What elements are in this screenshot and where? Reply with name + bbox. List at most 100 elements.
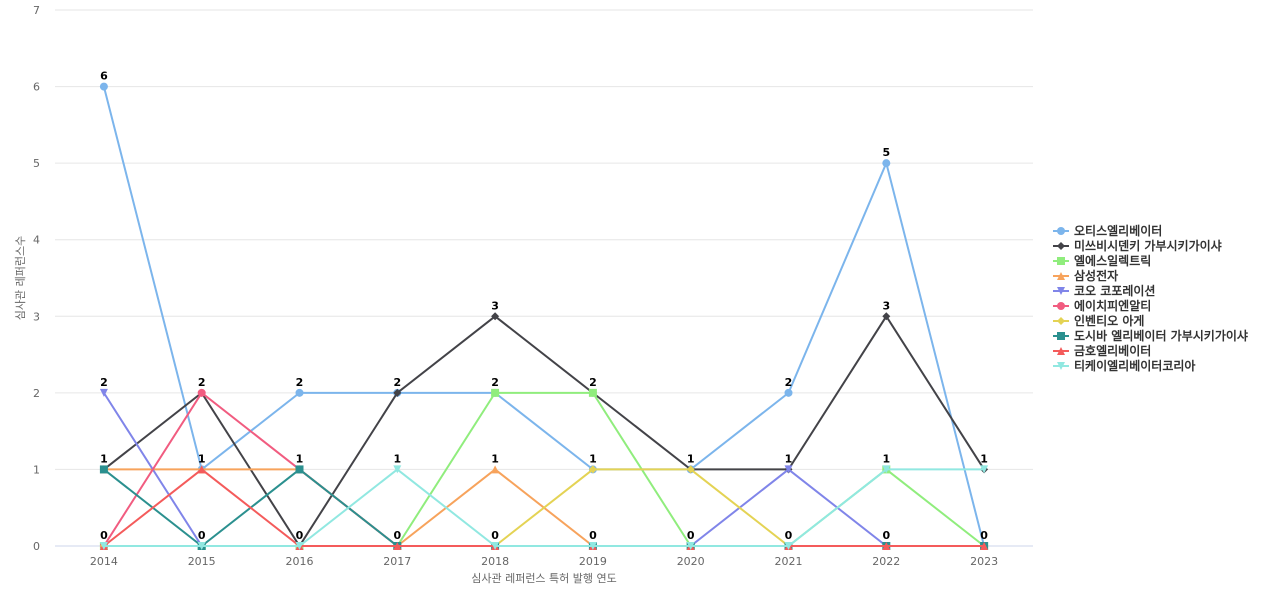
marker	[882, 465, 891, 474]
marker	[197, 542, 206, 550]
value-label: 5	[882, 146, 890, 159]
y-tick-label: 7	[33, 4, 40, 17]
marker	[882, 159, 891, 168]
legend-label[interactable]: 오티스엘리베이터	[1074, 223, 1162, 238]
marker	[1057, 362, 1065, 370]
marker	[197, 465, 206, 474]
value-label: 6	[100, 70, 108, 83]
y-axis-title: 심사관 레퍼런스수	[14, 236, 27, 320]
marker	[1057, 257, 1065, 265]
value-label: 0	[687, 529, 695, 542]
y-tick-label: 1	[33, 463, 40, 476]
value-label: 0	[100, 529, 108, 542]
x-tick-label: 2014	[90, 555, 118, 568]
marker	[99, 388, 108, 397]
legend-label[interactable]: 금호엘리베이터	[1074, 343, 1151, 358]
x-tick-label: 2015	[188, 555, 216, 568]
x-tick-label: 2022	[872, 555, 900, 568]
y-tick-label: 0	[33, 540, 40, 553]
legend-label[interactable]: 코오 코포레이션	[1074, 283, 1155, 298]
value-label: 1	[296, 452, 304, 465]
value-label: 0	[980, 529, 988, 542]
value-label: 2	[100, 376, 108, 389]
x-tick-label: 2023	[970, 555, 998, 568]
value-label: 2	[393, 376, 401, 389]
value-label: 1	[785, 452, 793, 465]
marker	[1057, 302, 1065, 310]
value-label: 1	[100, 452, 108, 465]
x-tick-label: 2021	[775, 555, 803, 568]
value-label: 1	[198, 452, 206, 465]
marker	[588, 542, 597, 550]
marker	[882, 542, 891, 550]
value-label: 3	[491, 299, 499, 312]
marker	[197, 388, 206, 397]
legend-label[interactable]: 엘에스일렉트릭	[1074, 253, 1151, 268]
marker	[295, 388, 304, 397]
value-label: 0	[882, 529, 890, 542]
series-line	[103, 468, 985, 547]
y-tick-label: 2	[33, 387, 40, 400]
y-tick-label: 6	[33, 81, 40, 94]
value-label: 1	[491, 452, 499, 465]
series-line	[103, 468, 985, 547]
marker	[882, 312, 891, 321]
value-label: 1	[882, 452, 890, 465]
value-label: 2	[491, 376, 499, 389]
value-label: 2	[198, 376, 206, 389]
x-tick-label: 2020	[677, 555, 705, 568]
value-label: 1	[589, 452, 597, 465]
marker	[686, 542, 695, 550]
value-label: 2	[589, 376, 597, 389]
marker	[1057, 242, 1065, 250]
marker	[491, 542, 500, 550]
marker	[99, 82, 108, 91]
value-label: 0	[785, 529, 793, 542]
marker	[1057, 227, 1065, 235]
value-label: 2	[296, 376, 304, 389]
marker	[99, 542, 108, 550]
series	[99, 465, 989, 550]
marker	[784, 465, 793, 474]
marker	[393, 388, 402, 397]
marker	[295, 465, 304, 474]
value-label: 0	[589, 529, 597, 542]
series	[99, 465, 989, 550]
y-tick-label: 4	[33, 234, 40, 247]
marker	[784, 542, 793, 550]
y-tick-label: 5	[33, 157, 40, 170]
value-label: 1	[687, 452, 695, 465]
x-tick-label: 2019	[579, 555, 607, 568]
marker	[393, 542, 402, 550]
legend-label[interactable]: 인벤티오 아게	[1074, 313, 1144, 328]
marker	[491, 312, 500, 321]
x-tick-label: 2018	[481, 555, 509, 568]
marker	[588, 388, 597, 397]
value-label: 0	[393, 529, 401, 542]
legend-label[interactable]: 삼성전자	[1074, 268, 1118, 283]
value-label: 0	[198, 529, 206, 542]
x-axis-title: 심사관 레퍼런스 특허 발행 연도	[471, 572, 617, 585]
marker	[393, 465, 402, 474]
value-label: 1	[393, 452, 401, 465]
marker	[686, 465, 695, 474]
legend-label[interactable]: 도시바 엘리베이터 가부시키가이샤	[1074, 328, 1248, 343]
marker	[1057, 317, 1065, 325]
x-tick-label: 2017	[383, 555, 411, 568]
marker	[784, 388, 793, 397]
marker	[588, 465, 597, 474]
marker	[1057, 347, 1065, 355]
marker	[980, 465, 989, 474]
marker	[99, 465, 108, 474]
legend-label[interactable]: 에이치피엔알티	[1074, 298, 1151, 313]
value-label: 0	[491, 529, 499, 542]
y-tick-label: 3	[33, 310, 40, 323]
value-label: 0	[296, 529, 304, 542]
marker	[980, 542, 989, 550]
value-label: 2	[785, 376, 793, 389]
legend-label[interactable]: 티케이엘리베이터코리아	[1074, 358, 1195, 373]
marker	[491, 388, 500, 397]
legend-label[interactable]: 미쓰비시덴키 가부시키가이샤	[1074, 238, 1222, 253]
marker	[295, 542, 304, 550]
value-label: 3	[882, 299, 890, 312]
